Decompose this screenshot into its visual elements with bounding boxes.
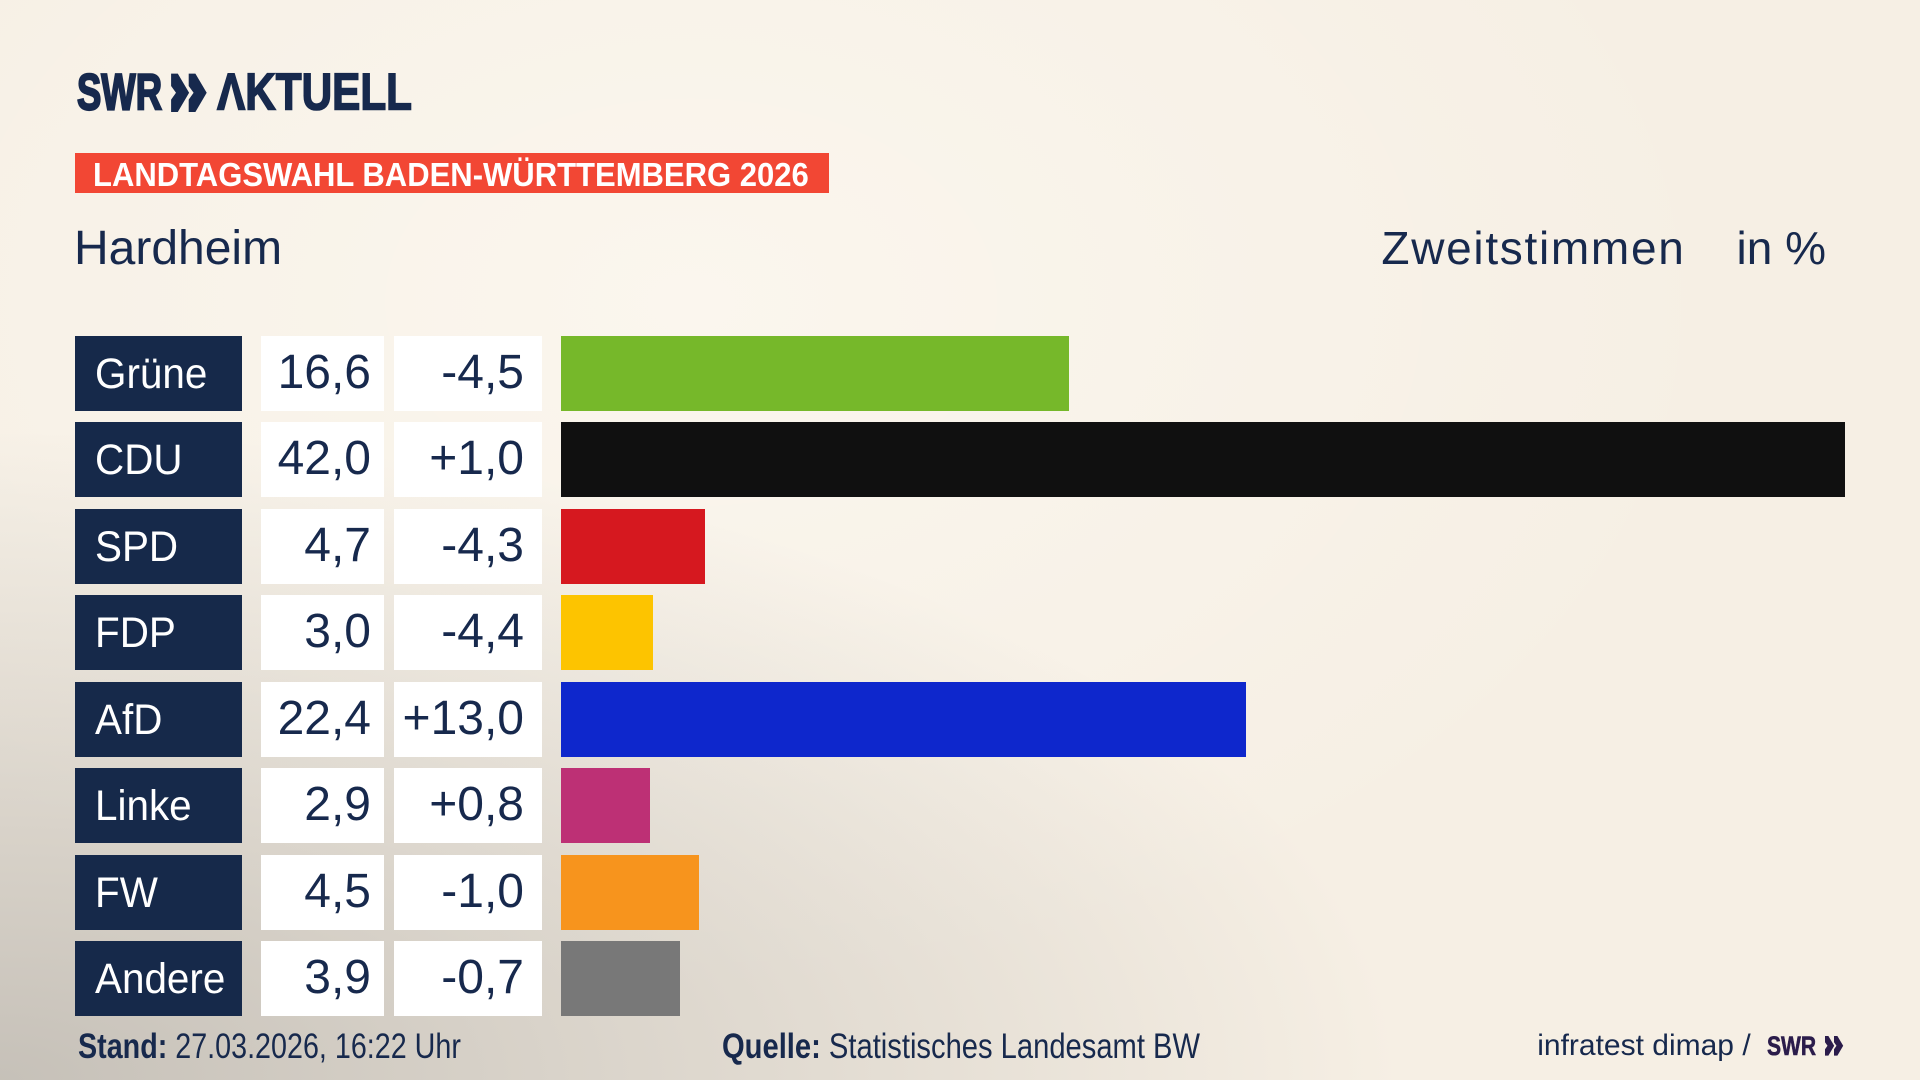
svg-text:SWR: SWR: [77, 64, 162, 121]
svg-text:ΛKTUELL: ΛKTUELL: [217, 64, 412, 122]
